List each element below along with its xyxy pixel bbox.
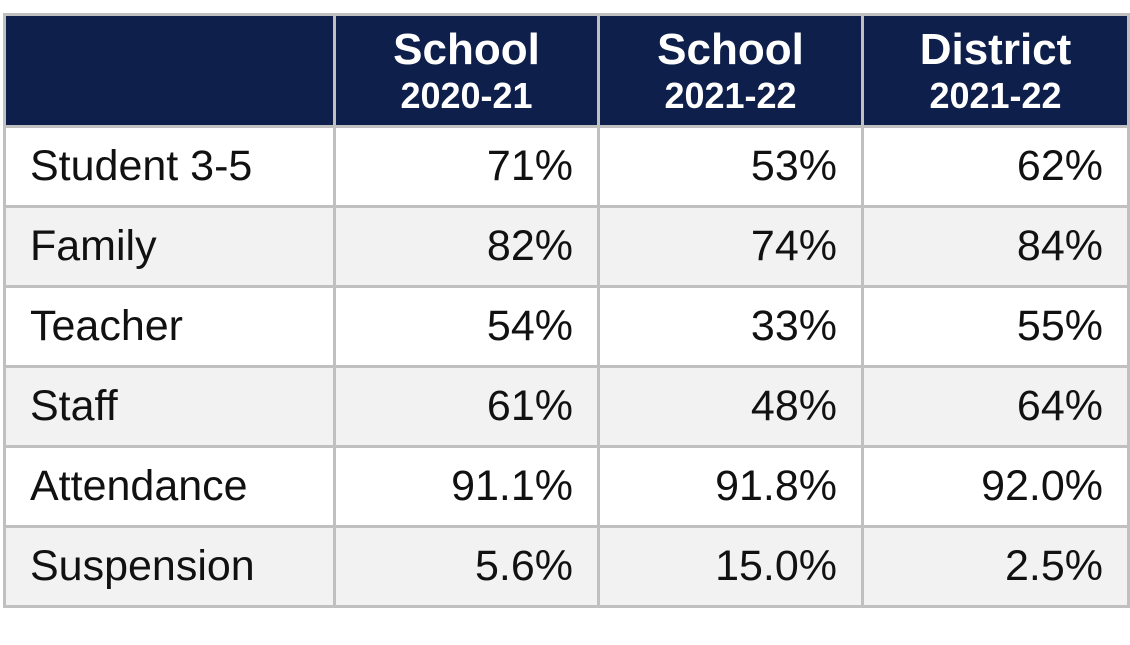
value-cell: 53% xyxy=(597,125,864,208)
value-cell: 84% xyxy=(861,205,1130,288)
value-cell: 91.8% xyxy=(597,445,864,528)
table-row: Student 3-5 71% 53% 62% xyxy=(3,125,1130,208)
row-label: Staff xyxy=(3,365,336,448)
row-label: Family xyxy=(3,205,336,288)
corner-cell xyxy=(3,13,336,128)
value-cell: 74% xyxy=(597,205,864,288)
column-title: District xyxy=(919,24,1072,74)
table-row: Staff 61% 48% 64% xyxy=(3,365,1130,448)
column-header: District 2021-22 xyxy=(861,13,1130,128)
row-label: Teacher xyxy=(3,285,336,368)
column-title: School xyxy=(657,24,804,74)
table-row: Teacher 54% 33% 55% xyxy=(3,285,1130,368)
value-cell: 64% xyxy=(861,365,1130,448)
table-row: Family 82% 74% 84% xyxy=(3,205,1130,288)
column-title: School xyxy=(393,24,540,74)
row-label: Suspension xyxy=(3,525,336,608)
value-cell: 62% xyxy=(861,125,1130,208)
value-cell: 48% xyxy=(597,365,864,448)
column-header: School 2020-21 xyxy=(333,13,600,128)
value-cell: 33% xyxy=(597,285,864,368)
value-cell: 15.0% xyxy=(597,525,864,608)
row-label: Attendance xyxy=(3,445,336,528)
row-label: Student 3-5 xyxy=(3,125,336,208)
column-subtitle: 2020-21 xyxy=(400,75,533,117)
value-cell: 92.0% xyxy=(861,445,1130,528)
column-subtitle: 2021-22 xyxy=(929,75,1062,117)
value-cell: 54% xyxy=(333,285,600,368)
value-cell: 71% xyxy=(333,125,600,208)
value-cell: 2.5% xyxy=(861,525,1130,608)
column-subtitle: 2021-22 xyxy=(664,75,797,117)
value-cell: 5.6% xyxy=(333,525,600,608)
value-cell: 91.1% xyxy=(333,445,600,528)
column-header: School 2021-22 xyxy=(597,13,864,128)
value-cell: 82% xyxy=(333,205,600,288)
data-table: School 2020-21 School 2021-22 District 2021-2… xyxy=(3,13,1130,608)
table-row: Suspension 5.6% 15.0% 2.5% xyxy=(3,525,1130,608)
value-cell: 55% xyxy=(861,285,1130,368)
value-cell: 61% xyxy=(333,365,600,448)
header-row: School 2020-21 School 2021-22 District 2021-2… xyxy=(3,13,1130,128)
table-body: Student 3-5 71% 53% 62% Family 82% 74% 84% Teach… xyxy=(3,125,1130,608)
table-row: Attendance 91.1% 91.8% 92.0% xyxy=(3,445,1130,528)
